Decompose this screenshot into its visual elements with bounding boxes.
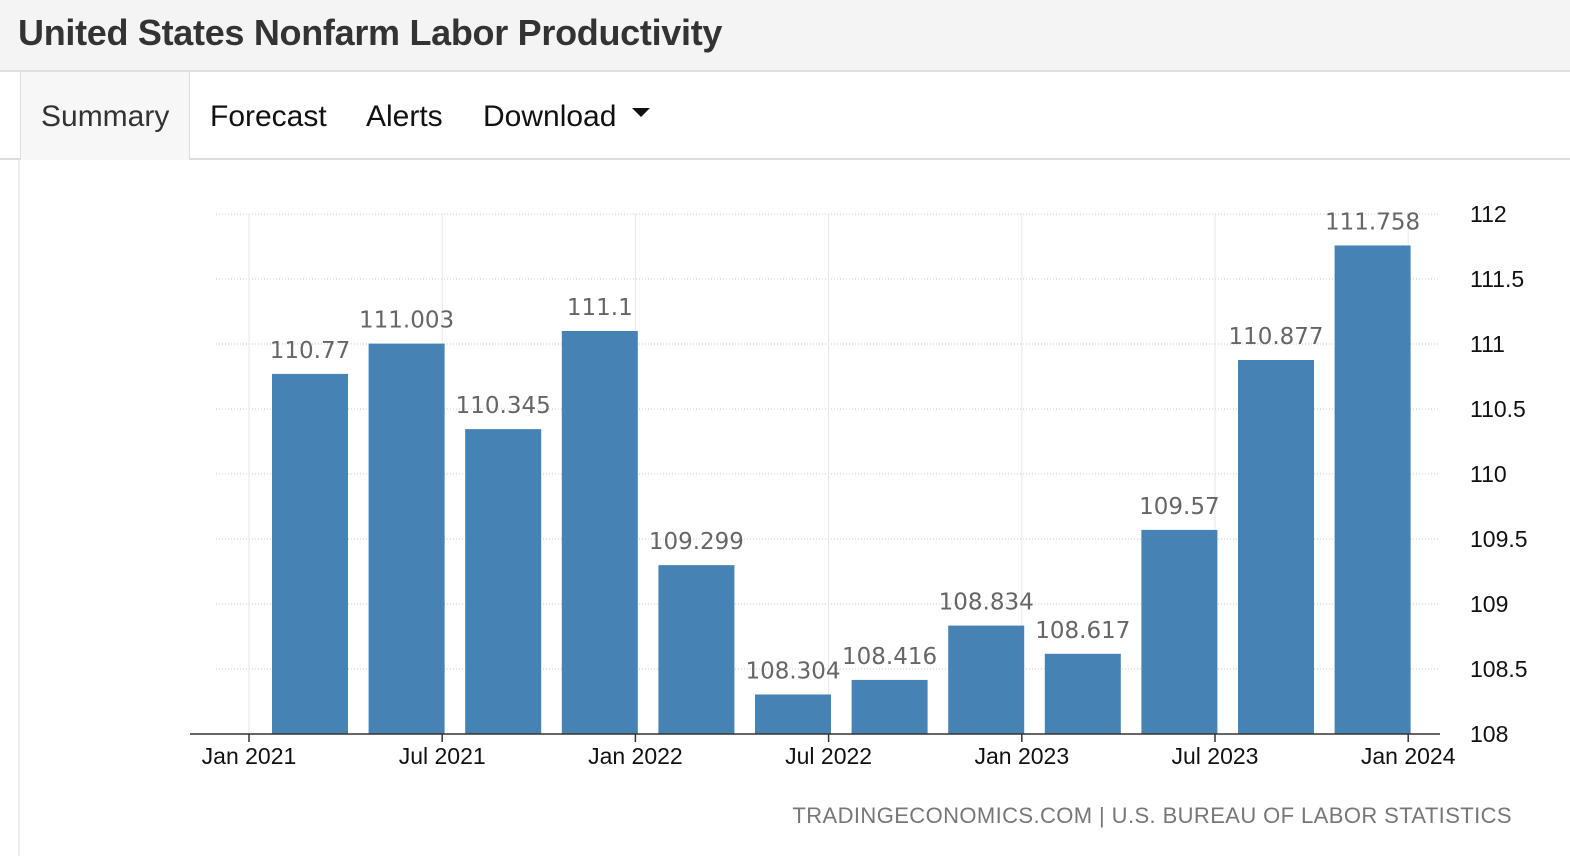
- bar: [948, 625, 1025, 734]
- page-title: United States Nonfarm Labor Productivity: [18, 12, 723, 53]
- bar-value-label: 111.003: [359, 308, 454, 334]
- tab-forecast[interactable]: Forecast: [210, 72, 327, 158]
- bar: [851, 679, 928, 734]
- bar: [658, 565, 735, 734]
- bar-value-label: 108.416: [842, 644, 937, 670]
- y-tick-label: 110: [1470, 461, 1507, 487]
- y-tick-label: 112: [1470, 201, 1507, 227]
- tab-alerts-label: Alerts: [366, 100, 443, 133]
- tab-alerts[interactable]: Alerts: [366, 72, 443, 158]
- bar-value-label: 109.299: [649, 529, 744, 555]
- y-tick-label: 108: [1470, 721, 1508, 747]
- bar: [755, 694, 831, 734]
- tab-download[interactable]: Download: [483, 72, 651, 158]
- x-tick-label: Jul 2023: [1172, 743, 1259, 769]
- bar-value-label: 109.57: [1139, 494, 1219, 520]
- y-tick-label: 110.5: [1470, 396, 1526, 422]
- x-tick-label: Jan 2024: [1361, 743, 1456, 769]
- x-tick-label: Jul 2021: [399, 743, 486, 769]
- chart-x-axis: Jan 2021 Jul 2021 Jan 2022 Jul 2022 Jan 2023…: [190, 733, 1456, 769]
- bar-value-label: 111.758: [1325, 209, 1420, 235]
- y-tick-label: 111.5: [1470, 266, 1524, 292]
- y-tick-label: 109: [1470, 591, 1508, 617]
- bar: [1334, 245, 1411, 734]
- tab-download-label: Download: [483, 100, 617, 133]
- bar: [465, 429, 542, 734]
- y-tick-label: 108.5: [1470, 656, 1528, 682]
- tab-summary[interactable]: Summary: [20, 72, 191, 160]
- bar-value-label: 108.304: [745, 658, 840, 684]
- bar: [368, 343, 445, 734]
- content-left-border: [18, 160, 20, 856]
- bar-value-label: 110.345: [456, 393, 551, 419]
- bar: [1238, 359, 1314, 734]
- tab-bar: Summary Forecast Alerts Download: [0, 72, 1570, 160]
- chart-bars: [272, 245, 1411, 734]
- x-tick-label: Jan 2023: [974, 743, 1069, 769]
- bar: [561, 331, 638, 734]
- bar-value-label: 108.617: [1035, 618, 1130, 644]
- chart-value-labels: 110.77111.003110.345111.1109.299108.3041…: [270, 209, 1420, 684]
- bar-value-label: 110.77: [270, 338, 350, 364]
- tab-forecast-label: Forecast: [210, 100, 327, 133]
- bar-value-label: 110.877: [1228, 324, 1323, 350]
- y-tick-label: 109.5: [1470, 526, 1528, 552]
- x-tick-label: Jul 2022: [785, 743, 872, 769]
- x-tick-label: Jan 2022: [588, 743, 683, 769]
- bar: [1141, 529, 1218, 734]
- bar-value-label: 108.834: [939, 590, 1034, 616]
- caret-down-icon: [632, 107, 651, 117]
- x-tick-label: Jan 2021: [202, 743, 297, 769]
- bar: [1044, 653, 1121, 734]
- chart-y-axis: 108 108.5 109 109.5 110 110.5 111 111.5 112: [1470, 201, 1528, 747]
- page-header: United States Nonfarm Labor Productivity: [0, 0, 1570, 72]
- tab-summary-label: Summary: [41, 100, 170, 133]
- bar: [272, 373, 348, 734]
- y-tick-label: 111: [1470, 331, 1505, 357]
- bar-value-label: 111.1: [567, 295, 633, 321]
- source-credit: TRADINGECONOMICS.COM | U.S. BUREAU OF LA…: [792, 803, 1512, 828]
